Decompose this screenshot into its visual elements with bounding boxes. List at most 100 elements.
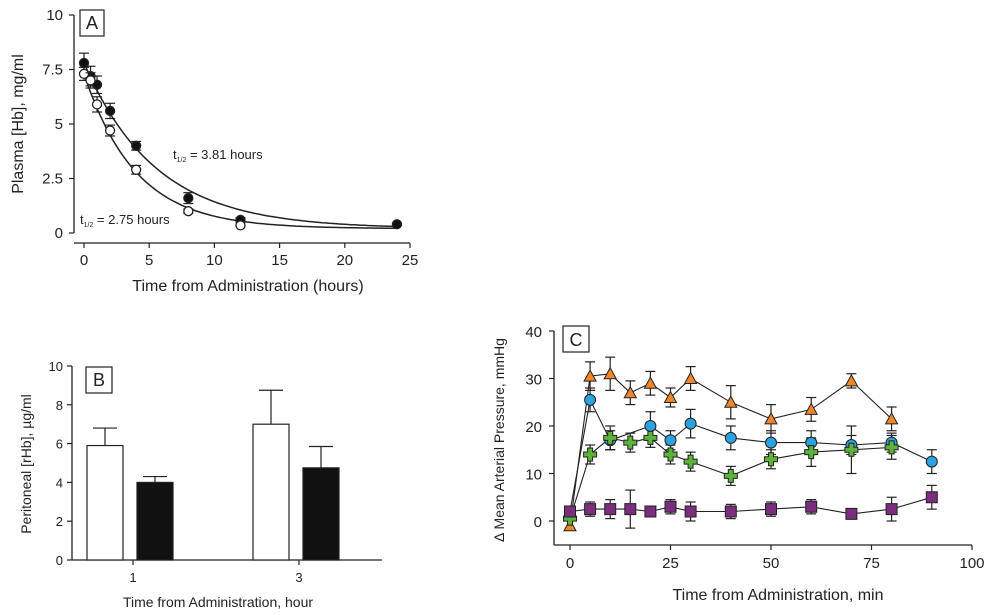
- panel-a-y-tick-label: 7.5: [42, 62, 63, 79]
- panel-a-x-tick-label: 0: [80, 252, 88, 269]
- panel-c-point-purple-square: [584, 503, 597, 516]
- panel-c-y-tick-label: 20: [525, 419, 542, 436]
- panel-a-label: A: [86, 13, 98, 33]
- panel-c-point-orange-triangle: [643, 376, 658, 389]
- panel-a-halflife-annotation: t1/2 = 3.81 hours: [173, 147, 263, 164]
- panel-a-point-filled: [391, 219, 403, 230]
- panel-c-x-tick-label: 50: [763, 555, 780, 572]
- panel-c-point-green-cross: [643, 430, 658, 445]
- panel-b-y-tick-label: 0: [56, 553, 63, 568]
- panel-c-point-green-cross: [683, 454, 698, 469]
- panel-b-y-axis-label: Peritoneal [rHb], µg/ml: [18, 394, 34, 534]
- panel-c-x-tick-label: 100: [959, 555, 984, 572]
- panel-c-point-green-cross: [723, 468, 738, 483]
- panel-c-point-orange-triangle: [764, 411, 778, 425]
- panel-c-point-orange-triangle: [723, 395, 738, 408]
- panel-c-point-orange-triangle: [884, 411, 899, 425]
- panel-a-point-filled: [131, 140, 142, 151]
- panel-b-bar-filled: [136, 481, 174, 561]
- panel-a-fit-curve-filled: [83, 62, 398, 228]
- panel-c-point-orange-triangle: [683, 371, 698, 384]
- panel-c-point-purple-square: [925, 491, 938, 504]
- panel-c-y-axis-label: Δ Mean Arterial Pressure, mmHg: [491, 338, 507, 542]
- panel-c-point-green-cross: [764, 452, 778, 467]
- panel-a-x-tick-label: 15: [271, 252, 288, 269]
- panel-b-x-tick-label: 3: [295, 570, 302, 585]
- panel-a-point-open: [91, 99, 103, 110]
- panel-a-y-tick-label: 5: [55, 116, 63, 133]
- panel-c-point-orange-triangle: [623, 385, 638, 399]
- panel-c-point-blue-circle: [684, 417, 697, 430]
- panel-c-point-blue-circle: [584, 393, 597, 406]
- panel-c-point-purple-square: [564, 505, 576, 518]
- panel-c-point-green-cross: [884, 440, 899, 455]
- panel-b-y-tick-label: 10: [49, 359, 63, 374]
- panel-a-x-tick-label: 25: [402, 252, 419, 269]
- panel-c-point-purple-square: [624, 503, 637, 516]
- panel-c-point-purple-square: [765, 503, 777, 516]
- panel-a-point-filled: [104, 105, 116, 117]
- panel-b-label-box: [85, 366, 113, 394]
- panel-c-label-box: [562, 325, 590, 353]
- panel-a-point-filled: [183, 192, 194, 204]
- panel-c-point-orange-triangle: [844, 373, 859, 387]
- panel-b-bar-open: [252, 423, 290, 561]
- panel-a-x-tick-label: 20: [336, 252, 353, 269]
- panel-c-y-tick-label: 40: [525, 324, 542, 341]
- panel-c-point-blue-circle: [664, 434, 677, 447]
- panel-c-point-green-cross: [623, 435, 638, 450]
- panel-c-point-orange-triangle: [804, 402, 819, 415]
- panel-c-line-blue-circle: [569, 398, 933, 512]
- panel-b-label: B: [93, 370, 105, 390]
- panel-c-x-axis-label: Time from Administration, min: [672, 587, 883, 604]
- panel-b-y-tick-label: 4: [56, 475, 63, 490]
- panel-b-y-tick-label: 2: [56, 514, 63, 529]
- panel-c-point-orange-triangle: [663, 390, 678, 403]
- panel-a-x-tick-label: 5: [145, 252, 153, 269]
- panel-a-point-open: [235, 220, 246, 231]
- panel-a-point-open: [183, 206, 194, 217]
- panel-a-y-tick-label: 10: [46, 7, 63, 24]
- panel-c-point-blue-circle: [644, 420, 657, 432]
- panel-c-point-purple-square: [684, 505, 697, 518]
- panel-c-point-orange-triangle: [583, 369, 597, 382]
- panel-c-point-purple-square: [805, 500, 818, 513]
- panel-b-bar-filled: [302, 467, 340, 561]
- panel-c-point-orange-triangle: [603, 366, 618, 380]
- panel-b-bar-open: [86, 444, 124, 561]
- panel-c-point-green-cross: [844, 442, 859, 457]
- panel-c-point-purple-square: [845, 507, 858, 520]
- panel-c-point-green-cross: [603, 430, 618, 445]
- panel-a-point-open: [78, 68, 90, 80]
- panel-c-x-tick-label: 75: [863, 555, 880, 572]
- panel-c-label: C: [570, 330, 583, 350]
- panel-c-x-tick-label: 25: [662, 555, 679, 572]
- panel-a-y-tick-label: 0: [55, 225, 63, 242]
- panel-a-y-axis-label: Plasma [Hb], mg/ml: [10, 54, 27, 194]
- panel-a-halflife-annotation: t1/2 = 2.75 hours: [80, 212, 170, 229]
- panel-b-x-axis-label: Time from Administration, hour: [123, 594, 313, 610]
- panel-a-y-tick-label: 2.5: [42, 171, 63, 188]
- panel-c-point-blue-circle: [724, 431, 737, 444]
- panel-c-y-tick-label: 10: [525, 467, 542, 484]
- panel-c-point-green-cross: [663, 447, 678, 462]
- panel-c-point-purple-square: [724, 505, 737, 518]
- panel-c-line-purple-square: [569, 496, 932, 515]
- panel-c-point-purple-square: [664, 500, 677, 513]
- panel-a-label-box: [79, 9, 105, 37]
- panel-c-point-blue-circle: [925, 455, 938, 468]
- panel-a-x-tick-label: 10: [206, 252, 223, 269]
- panel-a-point-open: [131, 164, 142, 175]
- panel-c-point-purple-square: [644, 505, 657, 518]
- panel-a-point-open: [85, 75, 96, 86]
- panel-a-x-axis-label: Time from Administration (hours): [132, 278, 363, 295]
- panel-c-x-tick-label: 0: [566, 555, 574, 572]
- panel-b-y-tick-label: 8: [56, 398, 63, 413]
- panel-b-y-tick-label: 6: [56, 437, 63, 452]
- panel-b-x-tick-label: 1: [129, 570, 136, 585]
- panel-c-point-green-cross: [583, 447, 598, 462]
- panel-c-y-tick-label: 0: [534, 514, 542, 531]
- panel-a-point-open: [104, 125, 116, 136]
- panel-c-point-blue-circle: [765, 436, 777, 449]
